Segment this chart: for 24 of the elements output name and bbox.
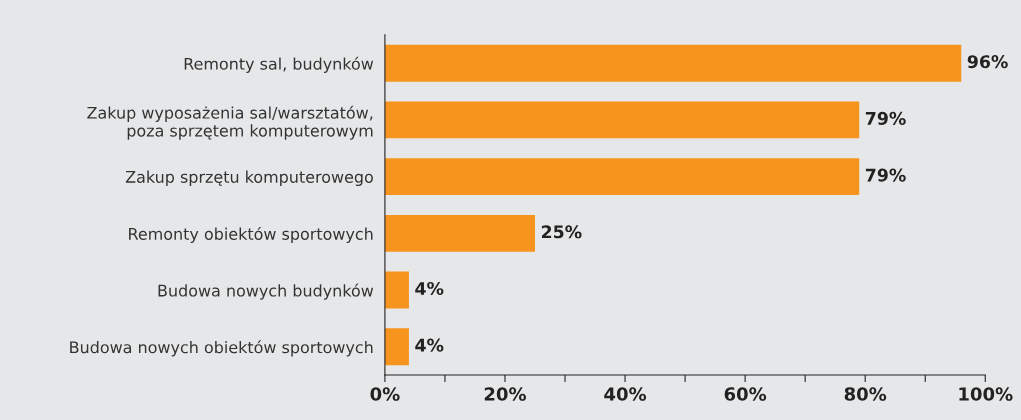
y-tick-label: Budowa nowych budynków	[158, 283, 374, 300]
data-label: 4%	[415, 281, 444, 296]
data-label: 79%	[865, 111, 906, 125]
bar	[384, 158, 860, 196]
y-tick-label: Remonty sal, budynków	[184, 56, 374, 73]
y-tick-label: Zakup wyposażenia sal/warsztatów, poza sprzętem komputerowym	[87, 105, 373, 140]
y-tick-label: Zakup sprzętu komputerowego	[125, 170, 373, 186]
x-tick-label: 60%	[724, 387, 767, 401]
data-label: 96%	[967, 55, 1008, 69]
x-tick-label: 100%	[959, 387, 1013, 401]
bar	[384, 271, 409, 309]
x-tick-label: 20%	[484, 387, 527, 401]
data-label: 25%	[541, 225, 582, 239]
x-tick-label: 0%	[370, 387, 400, 401]
data-label: 4%	[415, 338, 444, 352]
y-tick-label: Remonty obiektów sportowych	[129, 226, 373, 244]
x-tick-label: 80%	[844, 387, 887, 401]
bar	[384, 101, 860, 139]
bar	[384, 44, 962, 82]
x-tick-label: 40%	[604, 387, 647, 401]
bar	[384, 214, 535, 252]
data-label: 79%	[865, 168, 906, 182]
bar	[384, 328, 409, 366]
y-tick-label: Budowa nowych obiektów sportowych	[70, 340, 373, 357]
